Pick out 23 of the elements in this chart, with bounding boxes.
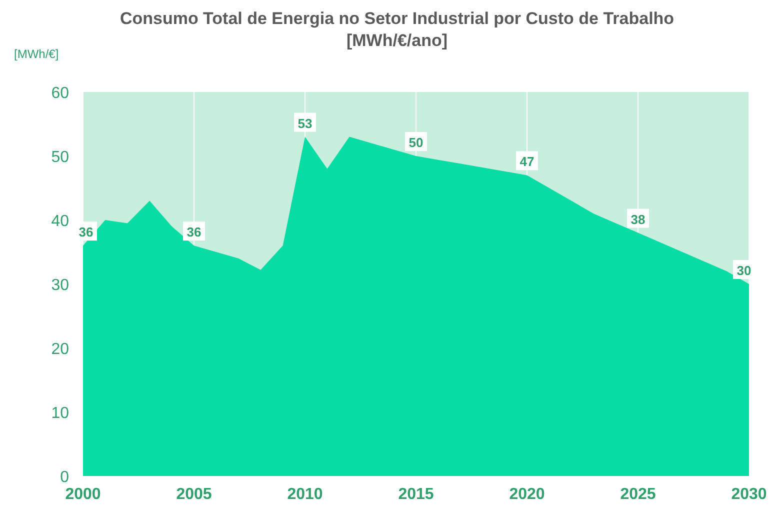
y-tick-label: 10 (51, 405, 70, 422)
data-label: 38 (630, 212, 646, 227)
y-tick-label: 20 (51, 341, 70, 358)
y-tick-label: 0 (60, 469, 70, 486)
data-label: 36 (78, 224, 94, 240)
x-tick-label: 2025 (620, 486, 656, 503)
x-tick-label: 2020 (509, 486, 545, 503)
x-tick-label: 2005 (176, 486, 212, 503)
y-axis-title: [MWh/€] (14, 47, 59, 61)
data-label: 36 (186, 224, 202, 240)
y-tick-label: 40 (51, 213, 70, 230)
data-label: 30 (736, 263, 752, 278)
y-tick-label: 60 (51, 85, 70, 102)
data-label: 47 (520, 154, 534, 170)
x-tick-label: 2030 (731, 486, 767, 503)
x-tick-label: 2000 (65, 486, 101, 503)
data-label: 50 (408, 135, 424, 150)
y-tick-label: 50 (51, 149, 70, 166)
chart-title: Consumo Total de Energia no Setor Industrial por Custo de Trabalho [MWh/€/ano] (120, 9, 674, 50)
x-tick-label: 2010 (287, 486, 323, 503)
x-tick-label: 2015 (398, 486, 434, 503)
data-label: 53 (298, 116, 312, 131)
y-tick-label: 30 (51, 277, 70, 294)
